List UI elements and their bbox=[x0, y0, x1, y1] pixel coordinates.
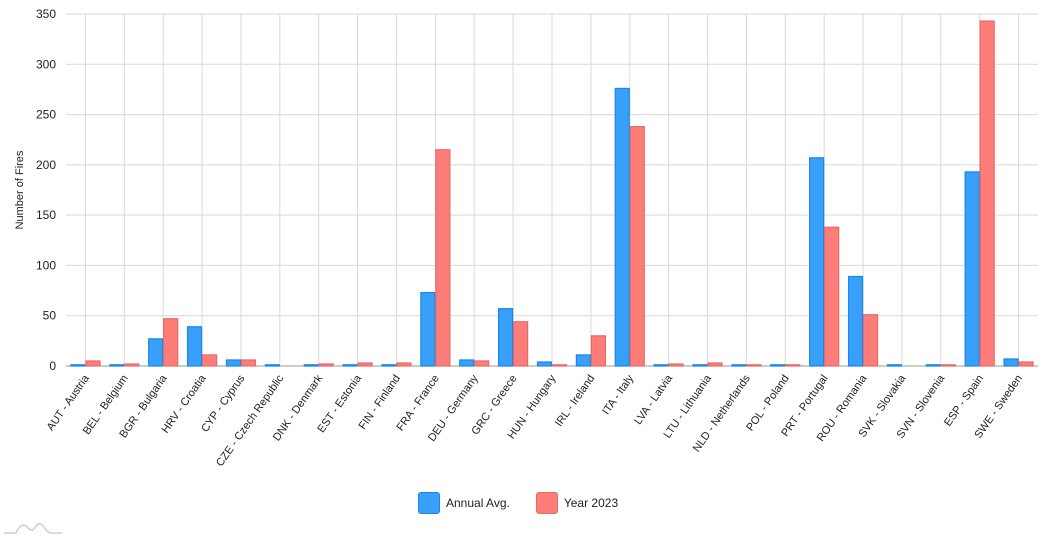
bar[interactable] bbox=[614, 87, 630, 367]
x-tick-label: IRL - Ireland bbox=[553, 373, 597, 429]
bar[interactable] bbox=[381, 364, 397, 367]
bar[interactable] bbox=[536, 361, 553, 367]
bar[interactable] bbox=[240, 359, 257, 367]
bar[interactable] bbox=[435, 149, 451, 367]
bar[interactable] bbox=[862, 314, 879, 367]
bar[interactable] bbox=[201, 354, 218, 367]
legend-item-year-2023[interactable]: Year 2023 bbox=[535, 492, 619, 514]
bar[interactable] bbox=[303, 364, 319, 367]
bar[interactable] bbox=[70, 364, 86, 367]
legend-label: Annual Avg. bbox=[446, 496, 510, 510]
bar-series bbox=[70, 20, 1034, 367]
legend: Annual Avg. Year 2023 bbox=[418, 492, 618, 514]
legend-swatch-year-2023 bbox=[535, 492, 558, 514]
bar[interactable] bbox=[396, 362, 412, 367]
bar[interactable] bbox=[925, 364, 941, 367]
bar[interactable] bbox=[163, 318, 179, 367]
y-tick-label: 300 bbox=[36, 57, 56, 71]
legend-item-annual-avg[interactable]: Annual Avg. bbox=[418, 492, 510, 514]
bar[interactable] bbox=[225, 359, 242, 367]
bar[interactable] bbox=[653, 364, 669, 367]
bar[interactable] bbox=[85, 360, 101, 367]
x-tick-label: LVA - Latvia bbox=[632, 372, 675, 427]
bar[interactable] bbox=[809, 157, 825, 367]
amcharts-logo-icon[interactable] bbox=[4, 518, 62, 536]
bar[interactable] bbox=[590, 335, 606, 367]
bar[interactable] bbox=[342, 364, 358, 367]
bar[interactable] bbox=[940, 364, 956, 367]
bar[interactable] bbox=[629, 126, 645, 367]
bar[interactable] bbox=[420, 291, 436, 367]
bar[interactable] bbox=[824, 226, 840, 367]
bar[interactable] bbox=[731, 364, 747, 367]
legend-swatch-annual-avg bbox=[418, 492, 440, 514]
legend-label: Year 2023 bbox=[563, 496, 619, 510]
y-tick-label: 200 bbox=[36, 158, 56, 172]
bar[interactable] bbox=[979, 20, 995, 367]
bar[interactable] bbox=[886, 364, 903, 367]
bar[interactable] bbox=[513, 321, 529, 367]
x-tick-label: CZE - Czech Republic bbox=[214, 372, 287, 468]
y-axis-title: Number of Fires bbox=[14, 150, 26, 230]
bar[interactable] bbox=[1018, 361, 1034, 367]
bar[interactable] bbox=[551, 364, 568, 367]
y-tick-label: 50 bbox=[43, 309, 57, 323]
bar[interactable] bbox=[459, 359, 475, 367]
bar[interactable] bbox=[318, 363, 334, 367]
bar[interactable] bbox=[668, 363, 684, 367]
x-tick-label: ESP - Spain bbox=[942, 373, 986, 429]
y-tick-label: 250 bbox=[36, 108, 56, 122]
bar[interactable] bbox=[770, 364, 786, 367]
bar[interactable] bbox=[474, 360, 490, 367]
bar[interactable] bbox=[746, 364, 762, 367]
y-tick-label: 0 bbox=[49, 359, 56, 373]
bar[interactable] bbox=[847, 275, 864, 367]
bar[interactable] bbox=[498, 308, 514, 367]
y-axis-ticks: 0 50 100 150 200 250 300 350 bbox=[36, 7, 56, 373]
x-tick-label: ITA - Italy bbox=[600, 372, 636, 417]
bar[interactable] bbox=[109, 364, 125, 367]
bar[interactable] bbox=[692, 364, 708, 367]
bar[interactable] bbox=[785, 364, 801, 367]
y-tick-label: 150 bbox=[36, 208, 56, 222]
bar[interactable] bbox=[264, 364, 280, 367]
bar[interactable] bbox=[1003, 358, 1019, 367]
bar[interactable] bbox=[575, 354, 591, 367]
bar[interactable] bbox=[964, 171, 980, 367]
y-tick-label: 100 bbox=[36, 258, 56, 272]
bar[interactable] bbox=[707, 362, 723, 367]
chart-grid bbox=[66, 13, 1038, 367]
y-tick-label: 350 bbox=[36, 7, 56, 21]
bar[interactable] bbox=[124, 363, 140, 367]
bar[interactable] bbox=[148, 338, 164, 367]
bar[interactable] bbox=[186, 326, 203, 367]
bar[interactable] bbox=[357, 362, 373, 367]
